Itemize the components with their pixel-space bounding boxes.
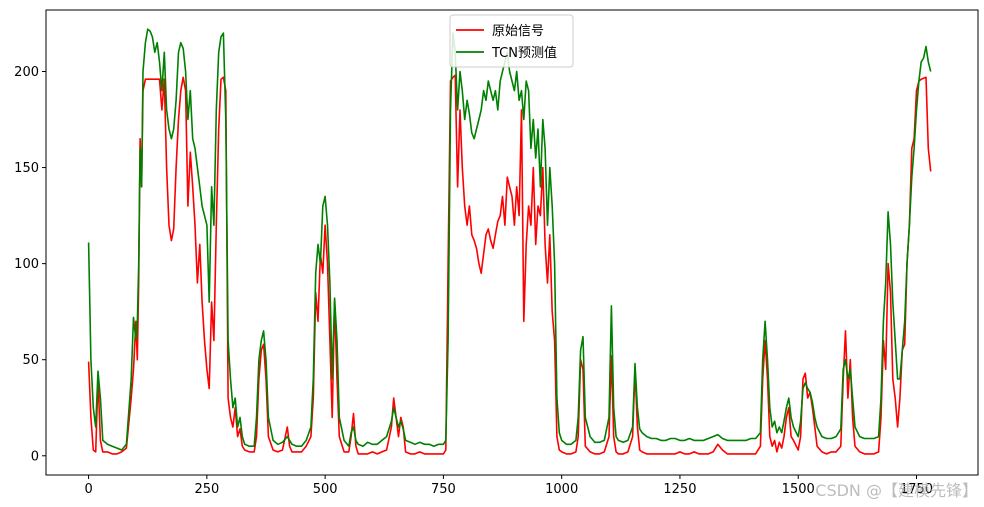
watermark-text: CSDN @【建模先锋】	[815, 481, 978, 500]
x-tick-label: 0	[84, 482, 92, 497]
series-layer	[87, 28, 932, 455]
x-axis-ticks: 0 250 500 750 1000 1250 1500 1750	[84, 475, 933, 497]
series-line-original-signal	[87, 74, 932, 455]
x-tick-label: 1500	[782, 482, 815, 497]
legend-label: TCN预测值	[491, 45, 557, 61]
y-tick-label: 150	[14, 161, 39, 176]
legend-label: 原始信号	[492, 24, 544, 39]
y-tick-label: 0	[31, 449, 39, 464]
plot-area-frame	[45, 9, 979, 476]
x-tick-label: 250	[194, 482, 219, 497]
y-tick-label: 50	[22, 353, 39, 368]
legend-box	[449, 14, 574, 68]
y-tick-label: 200	[14, 65, 39, 80]
series-line-tcn-prediction	[87, 28, 932, 451]
x-tick-label: 1000	[545, 482, 578, 497]
y-axis-ticks: 0 50 100 150 200	[14, 65, 46, 464]
x-tick-label: 1750	[900, 482, 933, 497]
y-tick-label: 100	[14, 257, 39, 272]
legend: 原始信号 TCN预测值	[449, 14, 574, 68]
x-tick-label: 750	[431, 482, 456, 497]
x-tick-label: 1250	[663, 482, 696, 497]
x-tick-label: 500	[313, 482, 338, 497]
